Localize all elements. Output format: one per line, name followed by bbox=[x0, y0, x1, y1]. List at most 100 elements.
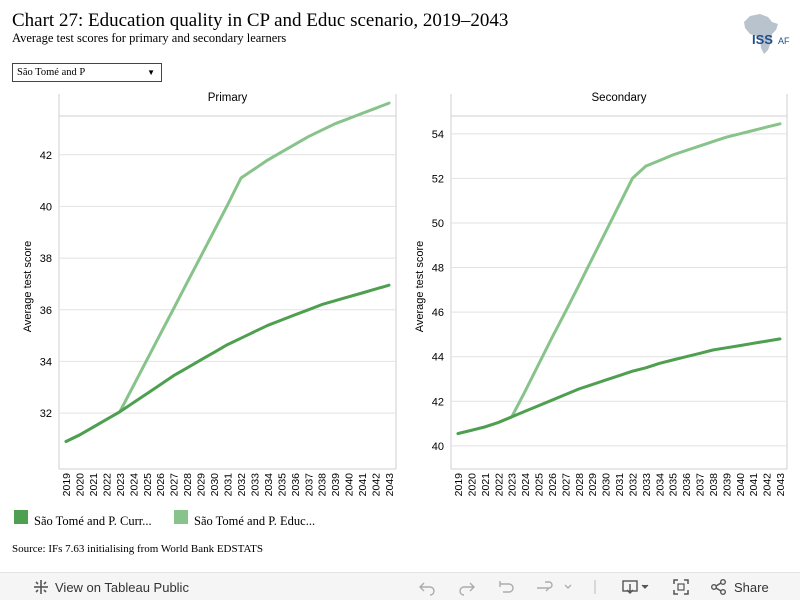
secondary-x-tick-2034: 2034 bbox=[654, 473, 666, 497]
primary-x-tick-2042: 2042 bbox=[371, 473, 383, 497]
primary-x-tick-2043: 2043 bbox=[384, 473, 396, 497]
revert-button[interactable] bbox=[497, 573, 515, 601]
country-dropdown-value: São Tomé and P bbox=[17, 67, 86, 78]
secondary-y-tick-46: 46 bbox=[432, 307, 444, 319]
secondary-x-tick-2041: 2041 bbox=[748, 473, 760, 497]
secondary-x-tick-2025: 2025 bbox=[534, 473, 546, 497]
primary-x-tick-2029: 2029 bbox=[196, 473, 208, 497]
primary-x-tick-2036: 2036 bbox=[290, 473, 302, 497]
fullscreen-icon bbox=[673, 579, 689, 595]
legend-label-current: São Tomé and P. Curr... bbox=[34, 514, 152, 528]
secondary-x-tick-2036: 2036 bbox=[681, 473, 693, 497]
primary-x-tick-2032: 2032 bbox=[236, 473, 248, 497]
primary-x-tick-2020: 2020 bbox=[74, 473, 86, 497]
primary-x-tick-2028: 2028 bbox=[182, 473, 194, 497]
primary-x-tick-2022: 2022 bbox=[101, 473, 113, 497]
toolbar-divider bbox=[594, 573, 596, 601]
secondary-x-tick-2030: 2030 bbox=[601, 473, 613, 497]
country-dropdown[interactable]: São Tomé and P ▼ bbox=[12, 63, 162, 82]
secondary-x-tick-2023: 2023 bbox=[507, 473, 519, 497]
primary-x-tick-2021: 2021 bbox=[88, 473, 100, 497]
legend-label-educ: São Tomé and P. Educ... bbox=[194, 514, 316, 528]
secondary-x-tick-2019: 2019 bbox=[453, 473, 465, 497]
primary-x-tick-2040: 2040 bbox=[344, 473, 356, 497]
secondary-x-tick-2033: 2033 bbox=[641, 473, 653, 497]
primary-panel-title: Primary bbox=[208, 92, 248, 104]
secondary-line-educ bbox=[456, 122, 782, 436]
tableau-toolbar: View on Tableau Public Share bbox=[0, 572, 800, 600]
primary-x-tick-2026: 2026 bbox=[155, 473, 167, 497]
iss-africa-logo: ISS AF bbox=[738, 12, 790, 56]
undo-button[interactable] bbox=[418, 573, 436, 601]
redo-button[interactable] bbox=[458, 573, 476, 601]
redo-icon bbox=[459, 582, 475, 596]
share-icon bbox=[711, 579, 726, 595]
primary-line-educ bbox=[64, 101, 391, 443]
secondary-x-tick-2031: 2031 bbox=[614, 473, 626, 497]
primary-x-tick-2035: 2035 bbox=[276, 473, 288, 497]
view-on-tableau-button[interactable]: View on Tableau Public bbox=[32, 573, 189, 601]
secondary-y-tick-42: 42 bbox=[432, 396, 444, 408]
primary-y-tick-34: 34 bbox=[40, 356, 52, 368]
primary-y-tick-40: 40 bbox=[40, 201, 52, 213]
secondary-y-tick-44: 44 bbox=[432, 352, 444, 364]
primary-line-current bbox=[64, 283, 391, 443]
primary-y-tick-36: 36 bbox=[40, 305, 52, 317]
secondary-x-tick-2029: 2029 bbox=[587, 473, 599, 497]
secondary-x-tick-2038: 2038 bbox=[708, 473, 720, 497]
primary-x-tick-2041: 2041 bbox=[357, 473, 369, 497]
secondary-y-tick-48: 48 bbox=[432, 263, 444, 275]
secondary-x-tick-2020: 2020 bbox=[466, 473, 478, 497]
primary-y-tick-32: 32 bbox=[40, 408, 52, 420]
download-button[interactable] bbox=[622, 573, 652, 601]
secondary-x-tick-2022: 2022 bbox=[493, 473, 505, 497]
secondary-x-tick-2035: 2035 bbox=[668, 473, 680, 497]
secondary-x-tick-2043: 2043 bbox=[775, 473, 787, 497]
tableau-logo-icon bbox=[34, 580, 48, 594]
primary-x-tick-2039: 2039 bbox=[330, 473, 342, 497]
secondary-x-tick-2032: 2032 bbox=[627, 473, 639, 497]
secondary-y-tick-54: 54 bbox=[432, 129, 444, 141]
chart-subtitle: Average test scores for primary and seco… bbox=[12, 31, 287, 45]
chart-area: Primary 32 34 36 38 40 42 Average test score 201… bbox=[22, 92, 788, 497]
refresh-button[interactable] bbox=[535, 573, 575, 601]
primary-x-tick-2027: 2027 bbox=[169, 473, 181, 497]
primary-y-tick-42: 42 bbox=[40, 150, 52, 162]
secondary-x-tick-2028: 2028 bbox=[574, 473, 586, 497]
undo-icon bbox=[419, 582, 435, 596]
secondary-x-tick-2021: 2021 bbox=[480, 473, 492, 497]
primary-x-tick-2033: 2033 bbox=[249, 473, 261, 497]
legend-swatch-educ bbox=[174, 510, 188, 524]
legend-swatch-current bbox=[14, 510, 28, 524]
primary-x-tick-2025: 2025 bbox=[142, 473, 154, 497]
secondary-x-tick-2040: 2040 bbox=[735, 473, 747, 497]
primary-x-tick-2024: 2024 bbox=[128, 473, 140, 497]
view-on-tableau-label: View on Tableau Public bbox=[55, 579, 189, 595]
africa-map-icon bbox=[744, 14, 778, 54]
secondary-y-tick-50: 50 bbox=[432, 218, 444, 230]
primary-x-tick-2030: 2030 bbox=[209, 473, 221, 497]
secondary-x-tick-2024: 2024 bbox=[520, 473, 532, 497]
share-button[interactable]: Share bbox=[710, 573, 769, 601]
secondary-x-tick-2026: 2026 bbox=[547, 473, 559, 497]
primary-x-tick-2031: 2031 bbox=[223, 473, 235, 497]
download-icon bbox=[622, 580, 649, 594]
chart-title: Chart 27: Education quality in CP and Ed… bbox=[12, 10, 509, 31]
source-note: Source: IFs 7.63 initialising from World… bbox=[12, 543, 264, 555]
secondary-x-tick-2037: 2037 bbox=[695, 473, 707, 497]
primary-y-axis-label: Average test score bbox=[22, 241, 34, 333]
secondary-panel-title: Secondary bbox=[592, 92, 647, 104]
revert-icon bbox=[499, 581, 514, 593]
refresh-icon bbox=[537, 581, 572, 592]
secondary-y-tick-52: 52 bbox=[432, 173, 444, 185]
secondary-x-tick-2042: 2042 bbox=[762, 473, 774, 497]
primary-x-tick-2023: 2023 bbox=[115, 473, 127, 497]
primary-x-tick-2038: 2038 bbox=[317, 473, 329, 497]
fullscreen-button[interactable] bbox=[672, 573, 690, 601]
share-label: Share bbox=[734, 579, 769, 595]
secondary-x-tick-2039: 2039 bbox=[721, 473, 733, 497]
primary-x-tick-2019: 2019 bbox=[61, 473, 73, 497]
secondary-y-tick-40: 40 bbox=[432, 441, 444, 453]
secondary-y-axis-label: Average test score bbox=[414, 241, 426, 333]
logo-text: ISS bbox=[752, 32, 773, 47]
